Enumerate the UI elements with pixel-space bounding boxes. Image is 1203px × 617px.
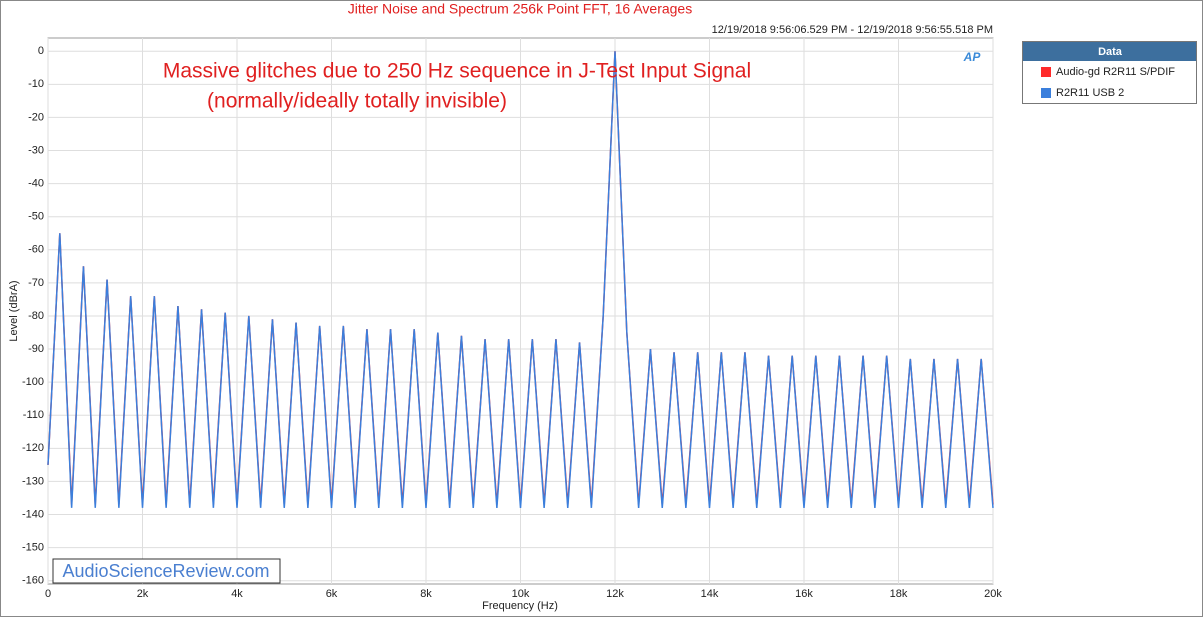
x-axis-label: Frequency (Hz) (482, 600, 558, 612)
legend-label: Audio-gd R2R11 S/PDIF (1056, 66, 1175, 78)
annotation: Massive glitches due to 250 Hz sequence … (163, 60, 751, 83)
legend-items: Audio-gd R2R11 S/PDIF R2R11 USB 2 (1041, 66, 1175, 99)
y-tick-label: -130 (22, 475, 44, 487)
y-tick-label: -70 (28, 277, 44, 289)
y-tick-label: -60 (28, 244, 44, 256)
legend-title: Data (1098, 46, 1123, 58)
legend-label: R2R11 USB 2 (1056, 87, 1124, 99)
logo: AP (963, 50, 982, 64)
chart-title: Jitter Noise and Spectrum 256k Point FFT… (348, 1, 692, 17)
x-tick-label: 0 (45, 588, 51, 600)
y-tick-label: -120 (22, 442, 44, 454)
y-tick-label: -160 (22, 575, 44, 587)
y-tick-label: -90 (28, 343, 44, 355)
y-axis-label: Level (dBrA) (8, 280, 20, 341)
legend-swatch (1041, 67, 1051, 77)
y-tick-label: -80 (28, 310, 44, 322)
x-tick-label: 20k (984, 588, 1002, 600)
y-tick-label: -30 (28, 144, 44, 156)
watermark-box (52, 558, 281, 584)
watermark: AudioScienceReview.com (62, 561, 269, 581)
y-tick-label: -100 (22, 376, 44, 388)
y-tick-label: 0 (38, 45, 44, 57)
x-tick-label: 18k (890, 588, 908, 600)
plot-area: 0 -10 -20 -30 -40 -50 -60 -70 -80 -90 -100 -110 -120… (22, 37, 1002, 600)
x-tick-label: 10k (512, 588, 530, 600)
x-tick-label: 2k (137, 588, 149, 600)
x-tick-label: 8k (420, 588, 432, 600)
series-line (47, 51, 994, 508)
annotation: (normally/ideally totally invisible) (207, 90, 507, 113)
y-tick-label: -50 (28, 211, 44, 223)
y-tick-label: -110 (23, 409, 44, 421)
x-tick-label: 4k (231, 588, 243, 600)
x-tick-label: 12k (606, 588, 624, 600)
chart-subtitle: 12/19/2018 9:56:06.529 PM - 12/19/2018 9… (712, 24, 993, 36)
x-tick-label: 16k (795, 588, 813, 600)
y-tick-label: -20 (28, 111, 44, 123)
legend-swatch (1041, 88, 1051, 98)
y-tick-label: -40 (28, 178, 44, 190)
legend-header (1023, 42, 1196, 61)
x-tick-label: 6k (326, 588, 338, 600)
y-tick-label: -10 (28, 78, 44, 90)
y-tick-label: -140 (22, 508, 44, 520)
y-tick-label: -150 (22, 542, 44, 554)
x-tick-label: 14k (701, 588, 719, 600)
